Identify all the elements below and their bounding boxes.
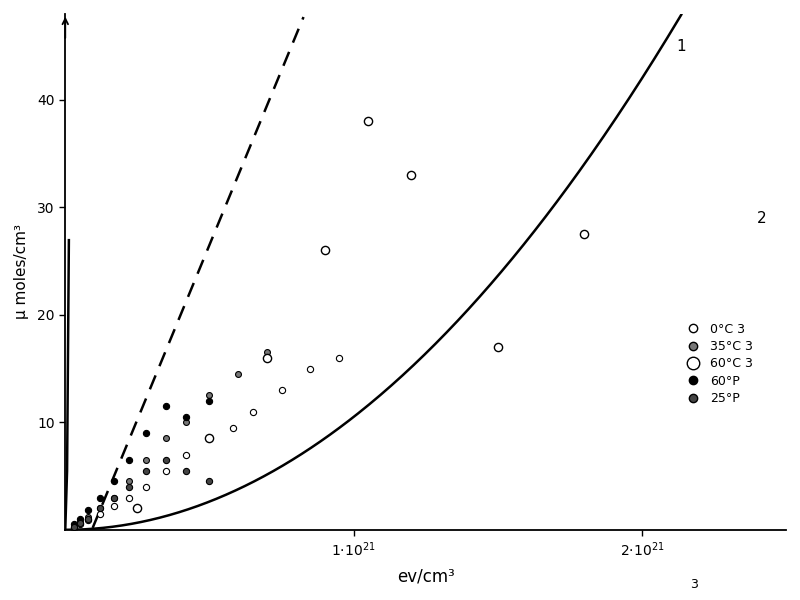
Point: [246, 407, 259, 416]
Point: [160, 466, 173, 475]
Y-axis label: μ moles/cm³: μ moles/cm³: [14, 224, 29, 319]
Point: [180, 412, 193, 422]
Point: [94, 503, 106, 513]
Point: [304, 364, 317, 373]
Point: [74, 518, 86, 528]
Point: [67, 523, 80, 532]
Point: [139, 428, 152, 438]
Legend: 0°C 3, 35°C 3, 60°C 3, 60°P, 25°P: 0°C 3, 35°C 3, 60°C 3, 60°P, 25°P: [675, 317, 758, 410]
Point: [362, 116, 374, 126]
Point: [180, 418, 193, 427]
Point: [261, 347, 274, 357]
Point: [203, 476, 216, 486]
Point: [82, 515, 94, 525]
Point: [275, 385, 288, 395]
Point: [261, 353, 274, 362]
Point: [67, 522, 80, 532]
Point: [333, 353, 346, 362]
Point: [160, 455, 173, 465]
Point: [74, 517, 86, 527]
Point: [94, 503, 106, 513]
Point: [226, 423, 239, 433]
Point: [232, 369, 245, 379]
Point: [578, 229, 590, 239]
Point: [180, 450, 193, 460]
Point: [160, 401, 173, 411]
Point: [94, 493, 106, 502]
Point: [108, 502, 121, 511]
Point: [203, 391, 216, 400]
Point: [122, 455, 135, 465]
Text: 2: 2: [758, 211, 767, 226]
X-axis label: ev/cm³: ev/cm³: [397, 567, 454, 585]
Point: [139, 482, 152, 491]
Point: [122, 482, 135, 491]
Point: [203, 434, 216, 443]
Point: [108, 493, 121, 502]
Point: [131, 503, 144, 513]
Point: [94, 509, 106, 518]
Point: [160, 434, 173, 443]
Point: [203, 396, 216, 406]
Text: 1: 1: [677, 38, 686, 53]
Point: [82, 514, 94, 524]
Point: [82, 512, 94, 522]
Point: [203, 434, 216, 443]
Point: [122, 493, 135, 502]
Point: [180, 466, 193, 475]
Point: [139, 455, 152, 465]
Point: [491, 342, 504, 352]
Point: [139, 466, 152, 475]
Text: 3: 3: [690, 578, 698, 591]
Point: [318, 245, 331, 255]
Point: [74, 520, 86, 529]
Point: [67, 520, 80, 529]
Point: [74, 514, 86, 524]
Point: [405, 170, 418, 180]
Point: [108, 493, 121, 502]
Point: [82, 506, 94, 515]
Point: [108, 476, 121, 486]
Point: [67, 522, 80, 532]
Point: [122, 476, 135, 486]
